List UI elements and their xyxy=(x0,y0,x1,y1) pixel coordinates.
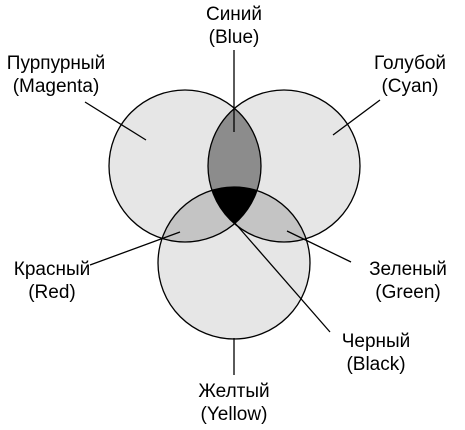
cyan-label: Голубой (Cyan) xyxy=(373,53,447,97)
magenta-circle-outline xyxy=(108,89,262,243)
cyan-leader xyxy=(332,99,381,136)
green-overlap xyxy=(208,187,310,242)
blue-label: Синий (Blue) xyxy=(205,4,263,48)
cyan-circle-outline xyxy=(207,89,361,243)
red-label: Красный (Red) xyxy=(13,259,91,303)
green-leader xyxy=(286,230,352,263)
black-label: Черный (Black) xyxy=(341,331,411,375)
yellow-label: Желтый (Yellow) xyxy=(198,381,270,425)
magenta-leader xyxy=(84,101,147,141)
red-overlap xyxy=(158,187,261,242)
red-leader xyxy=(89,231,181,266)
black-leader xyxy=(233,221,331,333)
magenta-label: Пурпурный (Magenta) xyxy=(6,53,106,97)
green-label: Зеленый (Green) xyxy=(369,259,447,303)
